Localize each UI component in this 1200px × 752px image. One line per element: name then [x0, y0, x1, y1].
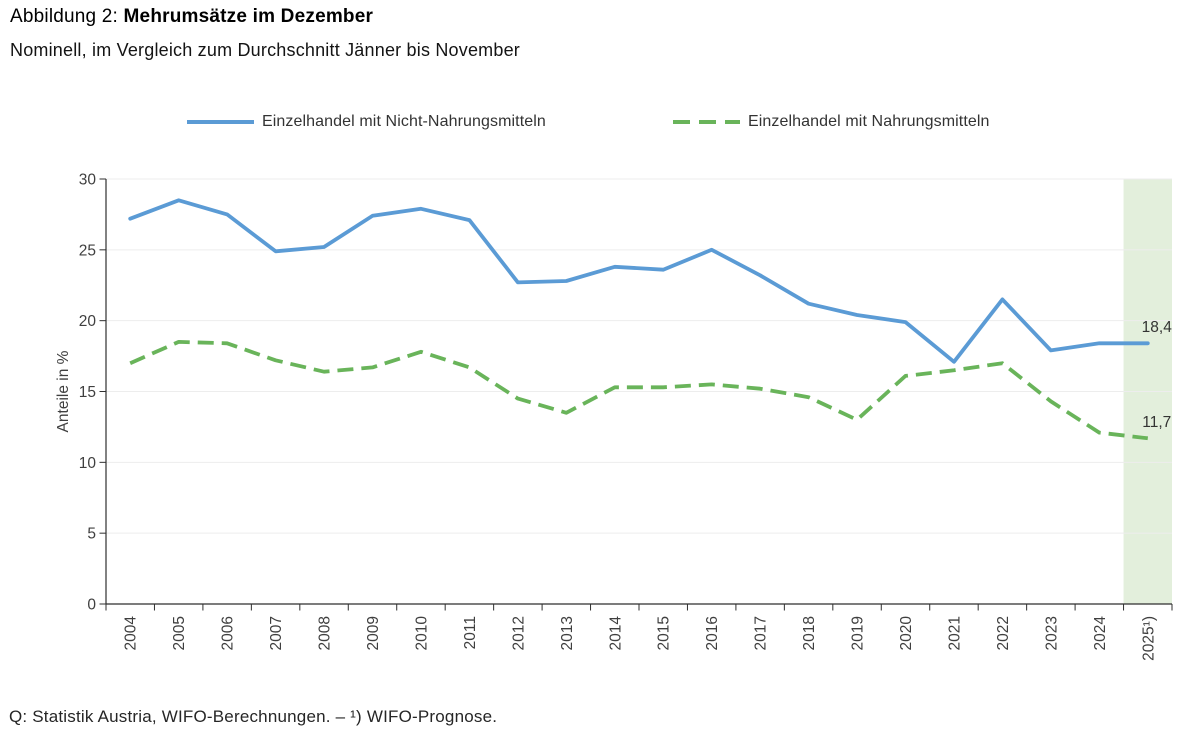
figure-title-main: Mehrumsätze im Dezember — [123, 6, 374, 27]
x-tick-label: 2015 — [656, 616, 673, 650]
x-tick-label: 2025¹) — [1140, 616, 1157, 661]
x-tick-label: 2012 — [510, 616, 527, 650]
dashed-line-swatch-icon — [673, 120, 740, 124]
x-tick-label: 2019 — [850, 616, 867, 650]
y-tick-label: 0 — [87, 597, 96, 614]
x-tick-label: 2022 — [995, 616, 1012, 650]
x-tick-label: 2017 — [753, 616, 770, 650]
figure-subtitle: Nominell, im Vergleich zum Durchschnitt … — [10, 40, 520, 60]
series-line-food — [129, 339, 1149, 441]
x-tick-label: 2005 — [171, 616, 188, 650]
x-tick-label: 2023 — [1043, 616, 1060, 650]
x-tick-label: 2013 — [559, 616, 576, 650]
x-tick-label: 2018 — [801, 616, 818, 650]
solid-line-swatch-icon — [187, 120, 254, 124]
x-tick-label: 2006 — [220, 616, 237, 650]
series-line-nonfood — [128, 198, 1150, 364]
x-tick-label: 2020 — [898, 616, 915, 651]
y-tick-label: 10 — [79, 455, 97, 472]
legend-label-food: Einzelhandel mit Nahrungsmitteln — [748, 113, 990, 130]
y-axis-title: Anteile in % — [55, 350, 72, 432]
figure-title: Abbildung 2: Mehrumsätze im Dezember — [10, 6, 373, 28]
legend-item-food: Einzelhandel mit Nahrungsmitteln — [673, 112, 990, 132]
y-tick-label: 25 — [79, 242, 96, 259]
y-tick-label: 30 — [79, 172, 97, 189]
end-value-label-food: 11,7 — [1142, 414, 1171, 431]
y-tick-label: 5 — [87, 526, 96, 543]
x-tick-label: 2024 — [1092, 616, 1109, 651]
source-note: Q: Statistik Austria, WIFO-Berechnungen.… — [9, 707, 498, 726]
x-tick-label: 2016 — [704, 616, 721, 650]
x-tick-label: 2011 — [462, 616, 479, 649]
y-tick-label: 20 — [79, 313, 97, 330]
legend-item-nonfood: Einzelhandel mit Nicht-Nahrungsmitteln — [187, 112, 546, 132]
figure-title-prefix: Abbildung 2: — [10, 6, 124, 27]
legend-label-nonfood: Einzelhandel mit Nicht-Nahrungsmitteln — [262, 113, 546, 130]
x-tick-label: 2009 — [365, 616, 382, 650]
x-tick-label: 2008 — [317, 616, 334, 650]
x-tick-label: 2004 — [123, 616, 140, 651]
x-tick-label: 2021 — [946, 616, 963, 650]
end-value-label-nonfood: 18,4 — [1142, 319, 1173, 336]
x-tick-label: 2014 — [607, 616, 624, 651]
x-tick-label: 2007 — [268, 616, 285, 650]
y-tick-label: 15 — [79, 384, 96, 401]
x-tick-label: 2010 — [413, 616, 430, 651]
